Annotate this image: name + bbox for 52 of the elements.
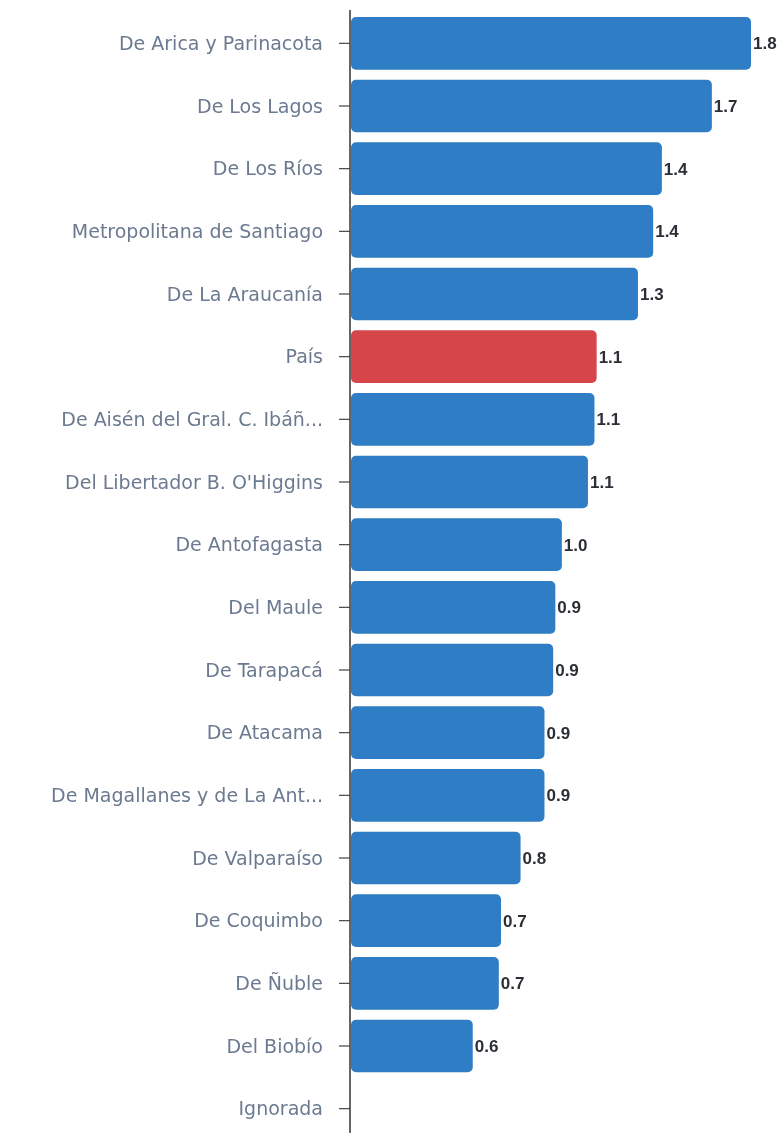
data-label: 0.9 [546, 786, 571, 806]
data-label: 1.7 [713, 96, 738, 116]
data-label: 1.0 [563, 535, 588, 555]
data-label: 1.8 [753, 34, 777, 54]
y-tick-label: Del Biobío [226, 1034, 323, 1057]
data-label: 0.6 [474, 1036, 499, 1056]
bar [351, 79, 712, 133]
y-tick-label: De Antofagasta [175, 533, 323, 556]
y-tick-label: De Los Ríos [212, 157, 323, 180]
data-label: 0.9 [557, 598, 581, 618]
data-label: 1.1 [596, 410, 621, 430]
data-label: 1.4 [663, 159, 689, 179]
y-tick-label: Ignorada [238, 1097, 323, 1120]
bar [351, 267, 638, 321]
data-label: 0.8 [522, 848, 547, 868]
bar [351, 393, 595, 446]
y-tick-label: De Coquimbo [194, 909, 323, 932]
y-tick-label: De Ñuble [235, 971, 323, 994]
y-tick-label: Del Libertador B. O'Higgins [65, 470, 323, 493]
y-tick-label: De Aisén del Gral. C. Ibáñ... [61, 407, 323, 430]
bar [351, 17, 751, 70]
bar [351, 894, 501, 947]
y-tick-label: De Atacama [206, 721, 323, 744]
y-tick-label: De Tarapacá [205, 658, 323, 681]
y-tick-label: De Valparaíso [192, 846, 323, 869]
bar [351, 706, 545, 759]
y-tick-label: De Arica y Parinacota [118, 31, 323, 54]
y-tick-label: Del Maule [228, 595, 323, 618]
bar [351, 831, 521, 885]
data-label: 1.4 [655, 222, 680, 242]
bar [351, 1019, 473, 1073]
data-label: 0.9 [555, 660, 579, 680]
bar [351, 205, 654, 258]
y-tick-label: De La Araucanía [166, 282, 323, 305]
bar [351, 643, 554, 697]
bar [351, 455, 588, 509]
bar [351, 518, 562, 571]
bar [351, 330, 597, 383]
data-label: 1.1 [589, 472, 614, 492]
bar [351, 142, 662, 195]
data-label: 0.7 [500, 974, 525, 994]
y-tick-label: De Los Lagos [197, 94, 323, 117]
bar [351, 957, 499, 1010]
data-label: 0.9 [546, 723, 571, 743]
y-tick-label: País [285, 345, 323, 368]
data-label: 0.7 [503, 911, 527, 931]
bar [351, 769, 545, 822]
data-label: 1.3 [639, 284, 664, 304]
y-tick-label: Metropolitana de Santiago [71, 219, 323, 242]
data-label: 1.1 [598, 347, 623, 367]
y-tick-label: De Magallanes y de La Ant... [51, 783, 323, 806]
bar [351, 581, 556, 634]
